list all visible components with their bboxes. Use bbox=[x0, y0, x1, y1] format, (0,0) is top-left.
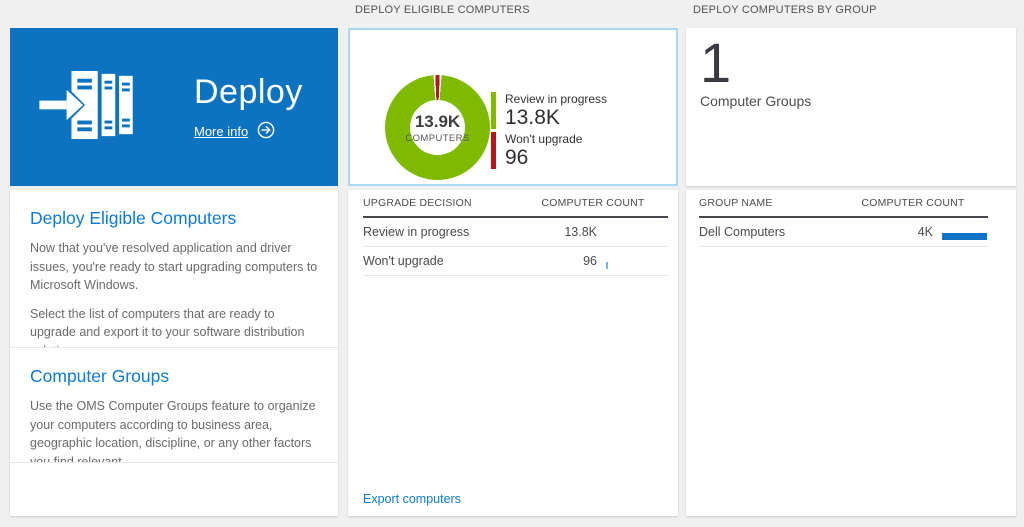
row-value: 4K bbox=[917, 225, 933, 239]
eligible-computers-section-title: DEPLOY ELIGIBLE COMPUTERS bbox=[355, 4, 530, 16]
deploy-description-panel: Deploy Eligible Computers Now that you'v… bbox=[10, 190, 338, 516]
arrow-circle-icon bbox=[257, 121, 275, 142]
row-value: 13.8K bbox=[564, 225, 597, 239]
row-label: Won't upgrade bbox=[363, 254, 444, 268]
column-header-upgrade-decision: UPGRADE DECISION bbox=[363, 197, 472, 209]
computer-groups-section: Computer Groups Use the OMS Computer Gro… bbox=[10, 348, 338, 463]
donut-center-label: COMPUTERS bbox=[405, 132, 470, 144]
legend-item-wont-upgrade: Won't upgrade 96 bbox=[491, 131, 607, 169]
deploy-eligible-computers-heading: Deploy Eligible Computers bbox=[30, 208, 237, 228]
deploy-title: Deploy bbox=[194, 72, 303, 111]
computers-by-group-section-title: DEPLOY COMPUTERS BY GROUP bbox=[693, 4, 877, 16]
more-info-label: More info bbox=[194, 123, 249, 139]
eligible-computers-chart-panel[interactable]: 13.9K COMPUTERS Review in progress 13.8K… bbox=[348, 28, 678, 186]
upgrade-decision-donut-chart[interactable]: 13.9K COMPUTERS bbox=[385, 75, 490, 180]
table-header-row: GROUP NAME COMPUTER COUNT bbox=[699, 190, 988, 218]
legend-item-review-in-progress: Review in progress 13.8K bbox=[491, 92, 607, 129]
legend-label: Review in progress bbox=[505, 92, 608, 106]
legend-value: 13.8K bbox=[505, 105, 560, 129]
red-swatch-icon bbox=[491, 131, 496, 169]
computer-groups-count-label: Computer Groups bbox=[700, 92, 812, 109]
computer-groups-paragraph: Use the OMS Computer Groups feature to o… bbox=[30, 399, 316, 463]
deploy-description-paragraph: Now that you've resolved application and… bbox=[30, 241, 318, 292]
more-info-link[interactable]: More info bbox=[194, 121, 275, 142]
row-value: 96 bbox=[583, 254, 597, 268]
computer-groups-count: 1 bbox=[700, 31, 732, 94]
table-row[interactable]: Dell Computers 4K bbox=[699, 218, 988, 247]
count-bar-track bbox=[942, 229, 988, 240]
count-bar-track bbox=[606, 258, 668, 269]
count-bar-track bbox=[606, 229, 668, 236]
deploy-description-paragraph: Select the list of computers that are re… bbox=[30, 306, 305, 348]
table-row[interactable]: Review in progress 13.8K bbox=[363, 218, 668, 247]
donut-legend: Review in progress 13.8K Won't upgrade 9… bbox=[491, 92, 607, 169]
export-computers-link[interactable]: Export computers bbox=[363, 492, 461, 506]
green-swatch-icon bbox=[491, 92, 496, 129]
table-row[interactable]: Won't upgrade 96 bbox=[363, 247, 668, 276]
column-header-computer-count: COMPUTER COUNT bbox=[861, 197, 965, 209]
row-label: Review in progress bbox=[363, 225, 470, 239]
legend-value: 96 bbox=[505, 145, 529, 169]
deploy-tile[interactable]: Deploy More info bbox=[10, 28, 338, 186]
deploy-eligible-computers-section: Deploy Eligible Computers Now that you'v… bbox=[10, 190, 338, 348]
count-bar bbox=[942, 232, 987, 240]
upgrade-decision-table-panel: UPGRADE DECISION COMPUTER COUNT Review i… bbox=[348, 190, 678, 516]
computer-groups-heading: Computer Groups bbox=[30, 366, 170, 386]
row-label: Dell Computers bbox=[699, 225, 786, 239]
computer-groups-count-panel: 1 Computer Groups bbox=[686, 28, 1016, 186]
legend-label: Won't upgrade bbox=[505, 131, 583, 146]
count-bar bbox=[606, 261, 608, 269]
column-header-group-name: GROUP NAME bbox=[699, 197, 773, 209]
computer-groups-table-panel: GROUP NAME COMPUTER COUNT Dell Computers… bbox=[686, 190, 1016, 516]
deploy-books-arrow-icon bbox=[38, 70, 138, 145]
column-header-computer-count: COMPUTER COUNT bbox=[541, 197, 645, 209]
donut-center-value: 13.9K bbox=[414, 111, 461, 131]
table-header-row: UPGRADE DECISION COMPUTER COUNT bbox=[363, 190, 668, 218]
